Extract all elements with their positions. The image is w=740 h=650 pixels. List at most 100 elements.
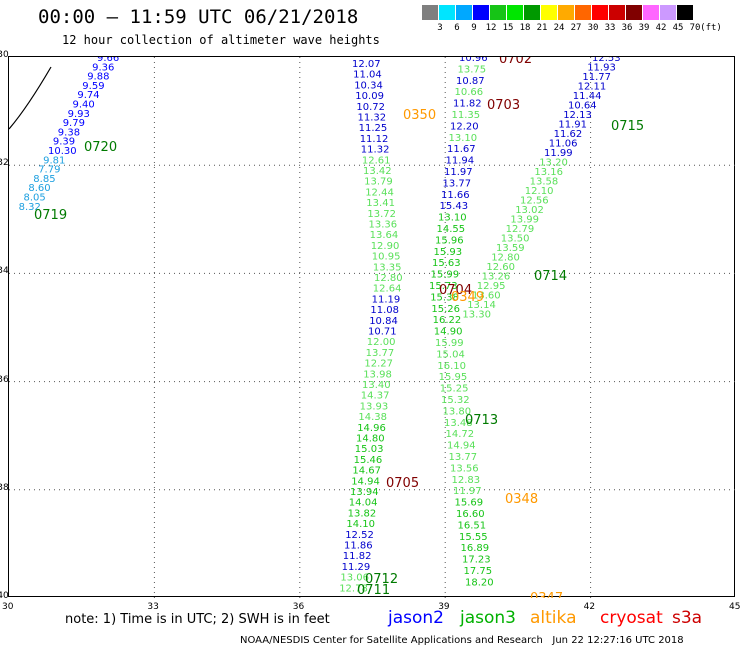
swh-value: 15.25 [440, 384, 469, 395]
pass-label: 0703 [487, 98, 520, 113]
swh-value: 15.04 [436, 349, 465, 360]
swh-value: 13.75 [458, 64, 487, 75]
color-scale-label: 15 [502, 23, 514, 33]
swh-value: 10.84 [369, 316, 398, 327]
pass-label: 0712 [365, 572, 398, 587]
swh-value: 13.56 [450, 463, 479, 474]
swh-value: 13.36 [369, 220, 398, 231]
swh-value: 15.46 [354, 455, 383, 466]
legend-jason3: jason3 [460, 608, 516, 628]
swh-value: 14.10 [346, 519, 375, 530]
swh-value: 15.73 [429, 281, 458, 292]
pass-label: 0705 [386, 476, 419, 491]
swh-value: 10.09 [355, 91, 384, 102]
swh-value: 9.40 [73, 100, 95, 111]
swh-value: 15.32 [441, 395, 470, 406]
swh-value: 9.59 [82, 81, 104, 92]
swh-value: 10.96 [459, 57, 488, 64]
swh-value: 17.75 [464, 566, 493, 577]
swh-value: 11.06 [549, 139, 578, 150]
swh-value: 15.96 [435, 235, 464, 246]
color-swatch [422, 5, 439, 20]
swh-value: 11.25 [359, 123, 388, 134]
swh-value: 11.97 [453, 486, 482, 497]
swh-value: 13.26 [482, 272, 511, 283]
page-subtitle: 12 hour collection of altimeter wave hei… [62, 33, 380, 47]
longitude-label: 36 [292, 602, 305, 612]
swh-value: 13.14 [467, 300, 496, 311]
swh-value: 18.20 [465, 577, 494, 588]
longitude-label: 39 [438, 602, 450, 612]
swh-value: 17.23 [462, 555, 491, 566]
swh-value: 11.44 [573, 91, 602, 102]
swh-value: 14.04 [349, 498, 378, 509]
swh-value: 8.32 [19, 202, 41, 213]
longitude-label: 30 [2, 602, 14, 612]
color-swatch [473, 5, 490, 20]
swh-value: 13.79 [364, 177, 393, 188]
swh-value: 10.66 [455, 87, 484, 98]
swh-value: 11.19 [372, 294, 401, 305]
swh-value: 7.79 [38, 165, 60, 176]
swh-value: 11.66 [441, 190, 470, 201]
swh-value: 13.59 [496, 243, 525, 254]
latitude-label: -30 [0, 50, 9, 60]
swh-value: 14.94 [447, 441, 476, 452]
color-scale-label: 33 [604, 23, 616, 33]
latitude-label: -34 [0, 266, 9, 277]
swh-value: 11.82 [343, 551, 372, 562]
swh-value: 13.10 [449, 133, 478, 144]
page-title: 00:00 – 11:59 UTC 06/21/2018 [38, 6, 359, 28]
swh-value: 9.66 [97, 57, 119, 64]
pass-label: 0347 [530, 591, 563, 598]
color-scale-label: 3 [437, 23, 443, 33]
color-swatch [456, 5, 473, 20]
latitude-label: -40 [0, 591, 9, 601]
swh-value: 13.20 [539, 158, 568, 169]
swh-value: 13.58 [530, 177, 559, 188]
swh-value: 14.67 [352, 466, 381, 477]
swh-value: 12.27 [364, 359, 393, 370]
swh-value: 15.95 [439, 372, 468, 383]
swh-value: 9.38 [58, 127, 80, 138]
swh-value: 15.99 [435, 338, 464, 349]
swh-value: 12.44 [365, 187, 394, 198]
swh-value: 13.80 [443, 406, 472, 417]
color-scale-label: 42 [655, 23, 667, 33]
swh-value: 9.93 [68, 109, 90, 120]
coastline [9, 66, 52, 130]
color-swatch [626, 5, 643, 20]
swh-value: 13.64 [370, 230, 399, 241]
swh-value: 15.93 [434, 247, 463, 258]
latitude-label: -32 [0, 158, 9, 169]
swh-value: 15.69 [455, 498, 484, 509]
swh-value: 12.61 [362, 155, 391, 166]
swh-value: 15.99 [431, 270, 460, 281]
swh-value: 8.60 [28, 183, 50, 194]
swh-value: 13.77 [443, 178, 472, 189]
swh-value: 8.85 [33, 174, 55, 185]
swh-value: 11.35 [452, 110, 481, 121]
swh-value: 13.10 [438, 213, 467, 224]
swh-value: 12.20 [450, 121, 479, 132]
swh-value: 13.06 [340, 573, 369, 584]
map-svg: 9.669.369.889.599.749.409.939.799.389.39… [9, 57, 736, 598]
swh-value: 9.74 [77, 90, 99, 101]
swh-value: 11.12 [360, 134, 389, 145]
swh-value: 13.72 [367, 209, 396, 220]
swh-value: 11.32 [358, 113, 387, 124]
swh-value: 11.91 [558, 120, 587, 131]
swh-value: 11.99 [544, 148, 573, 159]
swh-value: 11.77 [582, 72, 611, 83]
color-scale-label: 39 [638, 23, 650, 33]
swh-value: 11.08 [370, 305, 399, 316]
swh-value: 13.60 [472, 291, 501, 302]
swh-value: 13.77 [449, 452, 478, 463]
legend-cryosat: cryosat [600, 608, 663, 628]
pass-label: 0719 [34, 208, 67, 223]
color-swatch [660, 5, 677, 20]
swh-value: 12.07 [352, 59, 381, 70]
pass-label: 0720 [84, 140, 117, 155]
pass-label: 0702 [499, 57, 532, 67]
swh-value: 11.93 [587, 63, 616, 74]
